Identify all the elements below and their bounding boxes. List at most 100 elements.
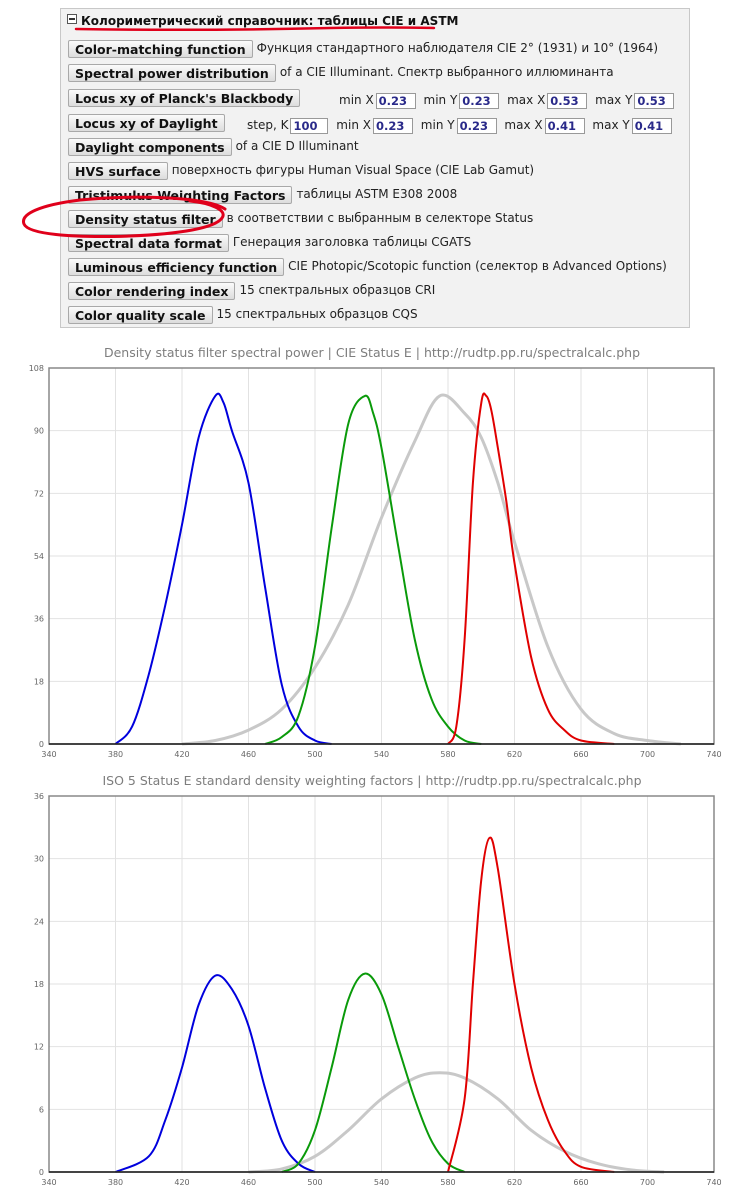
spectral-data-format-button[interactable]: Spectral data format — [68, 233, 229, 252]
locus-daylight-button[interactable]: Locus xy of Daylight — [68, 113, 225, 132]
series-line — [248, 1071, 665, 1174]
daylight-min-y-input[interactable]: 0.23 — [456, 117, 497, 134]
x-tick-label: 660 — [573, 750, 588, 759]
luminous-efficiency-function-button[interactable]: Luminous efficiency function — [68, 257, 285, 276]
y-tick-label: 72 — [34, 489, 44, 498]
x-tick-label: 740 — [706, 750, 721, 759]
row-description: Генерация заголовка таблицы CGATS — [232, 235, 472, 249]
row-description: 15 спектральных образцов CQS — [216, 307, 418, 321]
min-x-label: min X — [336, 118, 371, 132]
row-density-status: Density status filter в соответствии с вы… — [68, 208, 533, 228]
density-status-chart: 340 380 420 460 500 540 580 620 660 700 740 0 18 36 54… — [29, 364, 722, 759]
panel-title: Колориметрический справочник: таблицы CI… — [81, 14, 459, 28]
x-tick-label: 340 — [41, 1178, 56, 1187]
row-spectral-power: Spectral power distribution of a CIE Illu… — [68, 62, 614, 82]
x-tick-label: 740 — [706, 1178, 721, 1187]
series-line — [447, 392, 615, 745]
series-line — [181, 393, 681, 746]
row-color-matching: Color-matching function Функция стандартн… — [68, 38, 658, 58]
x-tick-label: 460 — [241, 1178, 256, 1187]
series-line — [281, 972, 466, 1173]
planck-min-y-input[interactable]: 0.23 — [459, 92, 500, 109]
y-tick-label: 0 — [39, 740, 44, 749]
x-tick-label: 700 — [640, 750, 655, 759]
tristimulus-weighting-factors-button[interactable]: Tristimulus Weighting Factors — [68, 185, 293, 204]
color-rendering-index-button[interactable]: Color rendering index — [68, 281, 236, 300]
colorimetric-reference-panel: Колориметрический справочник: таблицы CI… — [60, 8, 690, 328]
x-tick-label: 580 — [440, 1178, 455, 1187]
row-luminous-efficiency: Luminous efficiency function CIE Photopic… — [68, 256, 667, 276]
color-quality-scale-button[interactable]: Color quality scale — [68, 305, 213, 324]
row-planck-locus: Locus xy of Planck's Blackbody — [68, 87, 301, 107]
x-tick-label: 660 — [573, 1178, 588, 1187]
x-tick-label: 700 — [640, 1178, 655, 1187]
y-tick-label: 6 — [39, 1105, 44, 1114]
y-tick-label: 90 — [34, 427, 44, 436]
y-tick-label: 12 — [34, 1043, 44, 1052]
locus-planck-button[interactable]: Locus xy of Planck's Blackbody — [68, 88, 301, 107]
row-daylight-locus: Locus xy of Daylight — [68, 112, 225, 132]
row-description: в соответствии с выбранным в селекторе S… — [226, 211, 534, 225]
daylight-max-y-input[interactable]: 0.41 — [631, 117, 672, 134]
daylight-components-button[interactable]: Daylight components — [68, 137, 232, 156]
row-color-rendering: Color rendering index 15 спектральных обр… — [68, 280, 435, 300]
series-line — [114, 392, 332, 745]
series-line — [115, 974, 316, 1173]
row-color-quality: Color quality scale 15 спектральных образ… — [68, 304, 418, 324]
max-y-label: max Y — [592, 118, 630, 132]
hvs-surface-button[interactable]: HVS surface — [68, 161, 168, 180]
series-line — [264, 394, 482, 745]
daylight-max-x-input[interactable]: 0.41 — [544, 117, 585, 134]
color-matching-function-button[interactable]: Color-matching function — [68, 39, 253, 58]
y-tick-label: 0 — [39, 1168, 44, 1177]
row-tristimulus: Tristimulus Weighting Factors таблицы AST… — [68, 184, 457, 204]
y-tick-label: 108 — [29, 364, 44, 373]
y-tick-label: 36 — [34, 792, 44, 801]
planck-min-x-input[interactable]: 0.23 — [375, 92, 416, 109]
x-tick-label: 540 — [374, 1178, 389, 1187]
daylight-range-fields: step, K 100 min X 0.23 min Y 0.23 max X 0.41… — [247, 115, 676, 135]
row-spectral-data-format: Spectral data format Генерация заголовка … — [68, 232, 471, 252]
x-tick-label: 420 — [174, 750, 189, 759]
row-hvs-surface: HVS surface поверхность фигуры Human Visu… — [68, 160, 534, 180]
daylight-step-input[interactable]: 100 — [290, 117, 329, 134]
min-x-label: min X — [339, 93, 374, 107]
x-tick-label: 540 — [374, 750, 389, 759]
row-description: 15 спектральных образцов CRI — [239, 283, 436, 297]
step-label: step, K — [247, 118, 289, 132]
planck-max-x-input[interactable]: 0.53 — [547, 92, 588, 109]
weighting-factors-chart: 340 380 420 460 500 540 580 620 660 700 740 0 6 12 18 2… — [34, 792, 722, 1187]
y-tick-label: 30 — [34, 855, 44, 864]
x-tick-label: 620 — [507, 750, 522, 759]
max-y-label: max Y — [595, 93, 633, 107]
spectral-power-distribution-button[interactable]: Spectral power distribution — [68, 63, 276, 82]
row-description: of a CIE Illuminant. Спектр выбранного и… — [279, 65, 614, 79]
y-tick-label: 54 — [34, 552, 44, 561]
x-tick-label: 500 — [307, 1178, 322, 1187]
y-tick-label: 24 — [34, 917, 44, 926]
row-daylight-components: Daylight components of a CIE D Illuminant — [68, 136, 359, 156]
y-tick-label: 18 — [34, 677, 44, 686]
row-description: Функция стандартного наблюдателя CIE 2° … — [256, 41, 659, 55]
x-tick-label: 580 — [440, 750, 455, 759]
row-description: таблицы ASTM E308 2008 — [296, 187, 458, 201]
x-tick-label: 420 — [174, 1178, 189, 1187]
daylight-min-x-input[interactable]: 0.23 — [372, 117, 413, 134]
series-line — [447, 836, 615, 1173]
min-y-label: min Y — [423, 93, 458, 107]
planck-max-y-input[interactable]: 0.53 — [634, 92, 675, 109]
row-description: of a CIE D Illuminant — [235, 139, 359, 153]
x-tick-label: 380 — [108, 1178, 123, 1187]
y-tick-label: 36 — [34, 615, 44, 624]
x-tick-label: 620 — [507, 1178, 522, 1187]
density-status-filter-button[interactable]: Density status filter — [68, 209, 223, 228]
planck-range-fields: min X 0.23 min Y 0.23 max X 0.53 max Y 0.53 — [339, 90, 678, 110]
panel-header[interactable]: Колориметрический справочник: таблицы CI… — [67, 12, 458, 30]
chart-2-title: ISO 5 Status E standard density weightin… — [102, 773, 642, 788]
min-y-label: min Y — [420, 118, 455, 132]
x-tick-label: 500 — [307, 750, 322, 759]
y-tick-label: 18 — [34, 980, 44, 989]
row-description: CIE Photopic/Scotopic function (селектор… — [288, 259, 667, 273]
collapse-icon[interactable] — [67, 14, 77, 24]
max-x-label: max X — [504, 118, 543, 132]
